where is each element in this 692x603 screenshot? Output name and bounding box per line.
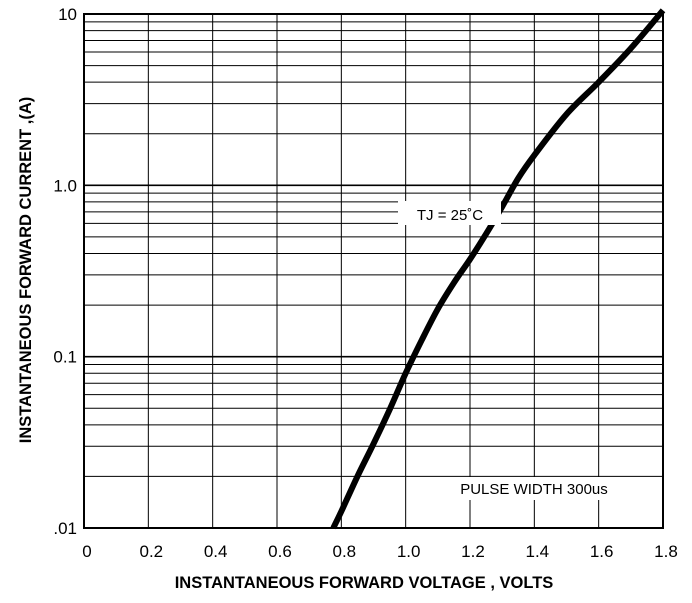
annotations: TJ = 25˚C PULSE WIDTH 300us: [398, 201, 632, 500]
grid: [84, 14, 663, 528]
x-tick-label: 0: [82, 542, 91, 561]
x-tick-label: 1.0: [397, 542, 421, 561]
x-tick-label: 0.2: [140, 542, 164, 561]
y-tick-label: 1.0: [53, 176, 77, 195]
x-tick-label: 1.6: [590, 542, 614, 561]
labels: INSTANTANEOUS FORWARD VOLTAGE , VOLTS IN…: [17, 97, 553, 592]
x-tick-label: 0.4: [204, 542, 228, 561]
series-line: [330, 8, 666, 530]
series-layer: [330, 8, 666, 530]
y-tick-label: .01: [53, 519, 77, 538]
y-tick-label: 10: [58, 5, 77, 24]
x-tick-label: 0.8: [333, 542, 357, 561]
y-axis-title: INSTANTANEOUS FORWARD CURRENT ,(A): [17, 97, 35, 443]
annotation-pulse-width-label: PULSE WIDTH 300us: [460, 481, 608, 498]
annotation-tj-background: [398, 201, 501, 225]
x-tick-label: 1.4: [526, 542, 550, 561]
x-tick-label: 1.2: [461, 542, 485, 561]
plot-frame: [83, 13, 664, 529]
y-tick-label: 0.1: [53, 348, 77, 367]
x-axis-title: INSTANTANEOUS FORWARD VOLTAGE , VOLTS: [175, 574, 554, 592]
x-tick-label: 0.6: [268, 542, 292, 561]
axes: 0 0.2 0.4 0.6 0.8 1.0 1.2 1.4 1.6 1.8 .01 0.1 1.0 10: [53, 5, 677, 561]
x-tick-label: 1.8: [654, 542, 678, 561]
annotation-tj-label: TJ = 25˚C: [417, 207, 483, 224]
annotation-pulse-width-background: [436, 477, 632, 500]
